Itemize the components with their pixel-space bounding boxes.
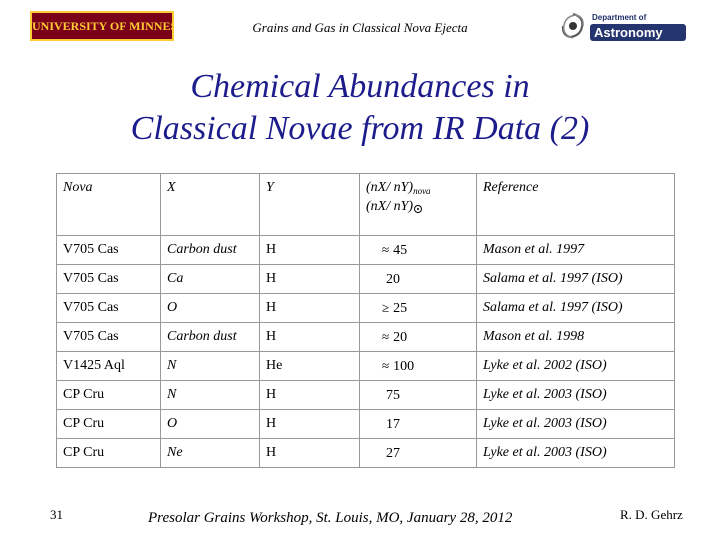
page-number: 31 [50,507,63,522]
cell-reference: Mason et al. 1998 [476,322,675,352]
header-nova: Nova [56,173,161,236]
footer-author: R. D. Gehrz [620,507,683,522]
cell-x: O [160,293,260,323]
table-header-row: Nova X Y (nX/ nY)nova (nX/ nY) Reference [56,173,675,236]
cell-y: H [259,380,360,410]
cell-nova: CP Cru [56,380,161,410]
cell-reference: Mason et al. 1997 [476,235,675,265]
cell-reference: Lyke et al. 2002 (ISO) [476,351,675,381]
relation-symbol: ≈ [382,357,390,373]
footer-text: Presolar Grains Workshop, St. Louis, MO,… [148,510,513,526]
cell-reference: Lyke et al. 2003 (ISO) [476,409,675,439]
cell-y: H [259,264,360,294]
cell-y: H [259,409,360,439]
relation-symbol: ≈ [382,328,390,344]
sun-symbol-icon [414,205,423,213]
cell-x: Ca [160,264,260,294]
cell-ratio: ≈100 [359,351,477,381]
header-y: Y [259,173,360,236]
astronomy-logo: Department of Astronomy [558,9,688,43]
cell-x: O [160,409,260,439]
cell-ratio: 75 [359,380,477,410]
ratio-value: 27 [386,445,400,461]
cell-nova: V705 Cas [56,264,161,294]
table-row: CP Cru Ne H 27 Lyke et al. 2003 (ISO) [56,438,675,468]
astronomy-banner: Astronomy [590,24,686,41]
galaxy-icon [561,13,584,39]
cell-ratio: ≈20 [359,322,477,352]
table-row: V705 Cas Carbon dust H ≈45 Mason et al. 1997 [56,235,675,265]
cell-reference: Salama et al. 1997 (ISO) [476,264,675,294]
cell-y: H [259,235,360,265]
ratio-value: 17 [386,416,400,432]
cell-x: Carbon dust [160,235,260,265]
cell-reference: Lyke et al. 2003 (ISO) [476,380,675,410]
abundance-table: Nova X Y (nX/ nY)nova (nX/ nY) Reference… [56,173,675,468]
ratio-value: 100 [393,358,415,374]
header-x: X [160,173,260,236]
cell-y: He [259,351,360,381]
table-row: CP Cru O H 17 Lyke et al. 2003 (ISO) [56,409,675,439]
cell-x: N [160,380,260,410]
slide-title-line2: Classical Novae from IR Data (2) [130,110,590,147]
cell-y: H [259,293,360,323]
cell-x: Carbon dust [160,322,260,352]
cell-y: H [259,322,360,352]
relation-symbol: ≈ [382,241,390,257]
slide-title: Chemical Abundances in Classical Novae f… [0,66,720,150]
header-title: Grains and Gas in Classical Nova Ejecta [252,20,468,35]
cell-y: H [259,438,360,468]
cell-ratio: 20 [359,264,477,294]
ratio-value: 75 [386,387,400,403]
ratio-value: 25 [393,300,408,316]
cell-ratio: ≥25 [359,293,477,323]
astronomy-label: Astronomy [594,25,663,40]
cell-nova: V1425 Aql [56,351,161,381]
table-row: V1425 Aql N He ≈100 Lyke et al. 2002 (ISO) [56,351,675,381]
department-label: Department of [592,13,647,22]
cell-ratio: ≈45 [359,235,477,265]
relation-symbol: ≥ [382,299,390,315]
cell-x: Ne [160,438,260,468]
ratio-nova: (nX/ nY)nova [366,180,431,196]
cell-nova: CP Cru [56,438,161,468]
table-row: CP Cru N H 75 Lyke et al. 2003 (ISO) [56,380,675,410]
cell-x: N [160,351,260,381]
cell-nova: V705 Cas [56,322,161,352]
cell-nova: CP Cru [56,409,161,439]
table-row: V705 Cas Ca H 20 Salama et al. 1997 (ISO) [56,264,675,294]
header-ratio: (nX/ nY)nova (nX/ nY) [359,173,477,236]
slide-title-line1: Chemical Abundances in [190,68,530,105]
ratio-value: 20 [386,271,400,287]
table-row: V705 Cas Carbon dust H ≈20 Mason et al. 1998 [56,322,675,352]
table-row: V705 Cas O H ≥25 Salama et al. 1997 (ISO) [56,293,675,323]
ratio-solar: (nX/ nY) [366,199,470,215]
header-reference: Reference [476,173,675,236]
university-logo: UNIVERSITY OF MINNESOTA [30,11,174,41]
ratio-value: 45 [393,242,408,258]
cell-nova: V705 Cas [56,235,161,265]
cell-ratio: 17 [359,409,477,439]
cell-nova: V705 Cas [56,293,161,323]
cell-ratio: 27 [359,438,477,468]
cell-reference: Lyke et al. 2003 (ISO) [476,438,675,468]
ratio-value: 20 [393,329,408,345]
cell-reference: Salama et al. 1997 (ISO) [476,293,675,323]
